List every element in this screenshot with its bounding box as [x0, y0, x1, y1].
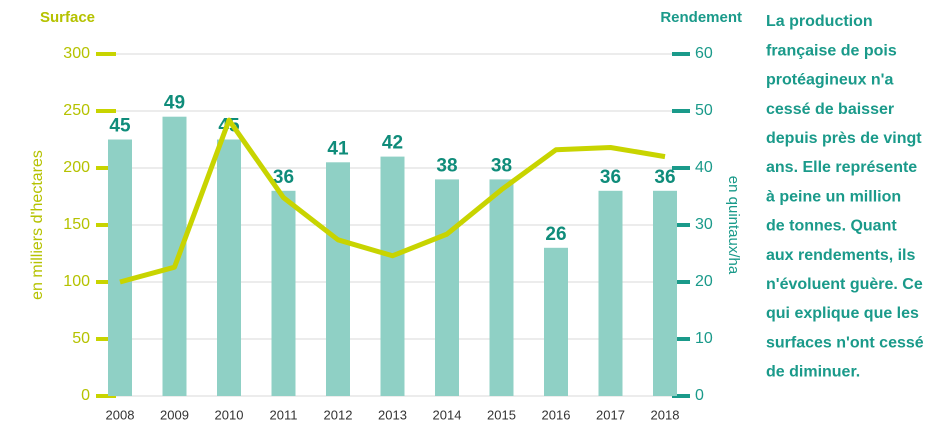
paragraph-line: qui explique que les: [766, 305, 919, 322]
y2-tick-label: 0: [695, 387, 704, 404]
paragraph-line: de tonnes. Quant: [766, 218, 897, 235]
paragraph-line: surfaces n'ont cessé: [766, 334, 924, 351]
x-tick-label: 2018: [651, 407, 680, 422]
paragraph-line: de diminuer.: [766, 364, 860, 381]
x-tick-label: 2017: [596, 407, 625, 422]
bar-value-label: 38: [436, 155, 457, 176]
bar: [271, 190, 296, 396]
paragraph-line: à peine un million: [766, 188, 901, 205]
y-tick-label: 100: [63, 273, 90, 290]
y2-tick-label: 60: [695, 45, 713, 62]
bar-value-label: 38: [491, 155, 512, 176]
paragraph-line: française de pois: [766, 42, 897, 59]
bar: [435, 179, 459, 396]
bar-value-label: 42: [382, 133, 403, 154]
bar: [653, 190, 677, 396]
x-tick-label: 2012: [324, 407, 353, 422]
y2-tick-label: 30: [695, 216, 713, 233]
paragraph-line: La production: [766, 13, 873, 30]
y-axis-label: en milliers d'hectares: [29, 150, 46, 300]
paragraph-line: ans. Elle représente: [766, 159, 917, 176]
y-tick-label: 300: [63, 45, 90, 62]
bar-value-label: 36: [600, 167, 621, 188]
bar-value-label: 49: [164, 93, 185, 114]
x-tick-label: 2008: [106, 407, 135, 422]
bar-value-label: 41: [327, 138, 349, 159]
x-tick-label: 2013: [378, 407, 407, 422]
y2-tick-label: 10: [695, 330, 713, 347]
paragraph-line: depuis près de vingt: [766, 130, 922, 147]
left-header: Surface: [40, 9, 95, 26]
y-tick-label: 250: [63, 102, 90, 119]
bar-value-label: 36: [273, 167, 294, 188]
y2-tick-label: 20: [695, 273, 713, 290]
x-tick-label: 2015: [487, 407, 516, 422]
bar: [162, 116, 187, 396]
line: [119, 117, 666, 285]
y2-tick-label: 50: [695, 102, 713, 119]
bar-value-label: 26: [545, 224, 566, 245]
x-tick-label: 2011: [270, 407, 298, 422]
bar: [380, 156, 405, 396]
paragraph-line: aux rendements, ils: [766, 247, 915, 264]
paragraph-line: protéagineux n'a: [766, 72, 893, 89]
bar-value-label: 36: [654, 167, 675, 188]
x-tick-label: 2016: [542, 407, 571, 422]
bar: [108, 139, 132, 396]
y-tick-label: 150: [63, 216, 90, 233]
bar: [326, 162, 350, 396]
x-tick-label: 2010: [215, 407, 244, 422]
bar-value-label: 45: [109, 116, 131, 137]
bar: [217, 139, 241, 396]
bar: [598, 190, 623, 396]
bar: [544, 247, 568, 396]
y2-tick-label: 40: [695, 159, 713, 176]
y2-axis-label: en quintaux/ha: [725, 176, 742, 275]
y-tick-label: 0: [81, 387, 90, 404]
y-tick-label: 50: [72, 330, 90, 347]
y-tick-label: 200: [63, 159, 90, 176]
x-tick-label: 2009: [160, 407, 189, 422]
x-tick-label: 2014: [433, 407, 462, 422]
paragraph-line: n'évoluent guère. Ce: [766, 276, 923, 293]
bar: [489, 179, 514, 396]
paragraph-line: cessé de baisser: [766, 101, 894, 118]
right-header: Rendement: [660, 9, 742, 26]
